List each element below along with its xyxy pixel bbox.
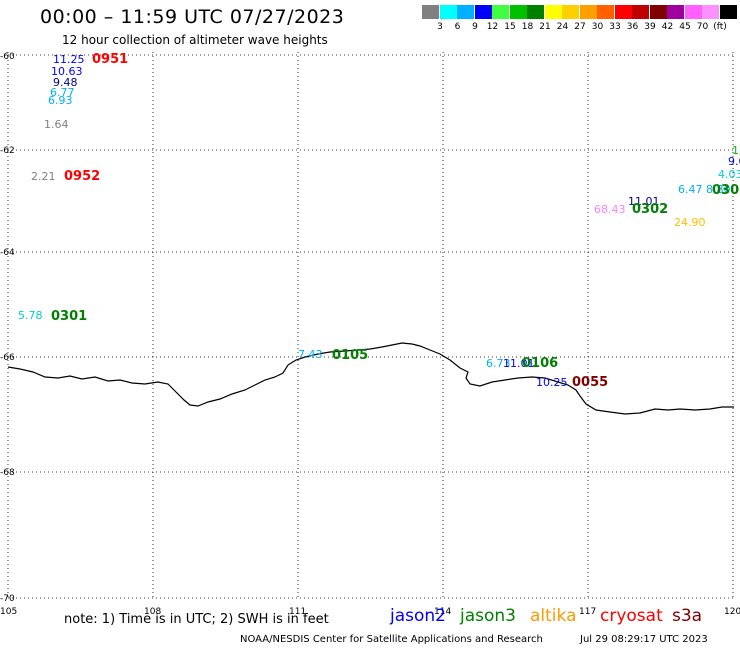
legend-swatch — [667, 5, 684, 19]
wave-height-value: 5.78 — [18, 309, 43, 322]
wave-height-value: 6.93 — [48, 94, 73, 107]
wave-height-value: 8.80 — [706, 183, 731, 196]
legend-label: 39 — [644, 22, 656, 32]
legend-swatch — [457, 5, 474, 19]
satellite-pass-times: 0951 0952 0301 0105 0106 0055 0302 030 — [51, 52, 739, 390]
legend-swatch — [684, 5, 702, 19]
map-title: 00:00 – 11:59 UTC 07/27/2023 — [40, 6, 345, 28]
legend-label: 9 — [472, 22, 478, 32]
legend-swatch — [422, 5, 439, 19]
x-tick-label: 105 — [0, 607, 17, 617]
antarctic-coastline — [7, 342, 734, 415]
satellite-key-s3a: s3a — [672, 606, 703, 626]
satellite-key-cryosat: cryosat — [600, 606, 663, 626]
wave-height-value: 11.01 — [503, 357, 535, 370]
x-tick-label: 114 — [434, 607, 451, 617]
generated-timestamp: Jul 29 08:29:17 UTC 2023 — [580, 634, 708, 645]
legend-label: 33 — [609, 22, 621, 32]
x-tick-label: 117 — [579, 607, 596, 617]
pass-time-label: 0952 — [64, 169, 100, 184]
pass-time-label: 030 — [712, 183, 739, 198]
y-tick-label: -68 — [0, 468, 15, 478]
pass-time-label: 0106 — [522, 356, 558, 371]
wave-height-value: 15 — [732, 144, 740, 157]
pass-time-label: 0301 — [51, 309, 87, 324]
legend-label: 15 — [504, 22, 516, 32]
satellite-key-jason3: jason3 — [460, 606, 516, 626]
y-tick-label: -60 — [0, 52, 15, 62]
x-tick-label: 108 — [144, 607, 161, 617]
legend-swatch — [597, 5, 614, 19]
legend-swatch — [562, 5, 579, 19]
legend-swatch — [492, 5, 509, 19]
wave-height-value: 6.73 — [486, 357, 511, 370]
lat-lon-grid: 105 108 111 114 117 120 -60 -62 -64 -66 -68 -70 — [0, 52, 740, 617]
pass-time-label: 0951 — [92, 52, 128, 67]
x-tick-label: 111 — [289, 607, 306, 617]
wave-height-value: 10.25 — [536, 376, 568, 389]
legend-swatch — [632, 5, 649, 19]
x-tick-label: 120 — [724, 607, 740, 617]
y-tick-label: -62 — [0, 146, 15, 156]
wave-height-value: 7.43 — [298, 348, 323, 361]
wave-height-value: 9.0 — [728, 155, 740, 168]
wave-height-value: 1.64 — [44, 118, 69, 131]
legend-label: 6 — [454, 22, 461, 32]
footer-note: note: 1) Time is in UTC; 2) SWH is in fe… — [64, 612, 329, 627]
legend-label: 21 — [539, 22, 551, 32]
legend-label: 70 — [696, 22, 709, 32]
wave-height-value: 24.90 — [674, 216, 706, 229]
y-tick-label: -66 — [0, 353, 15, 363]
legend-swatch — [544, 5, 562, 19]
pass-time-label: 0105 — [332, 348, 368, 363]
wave-height-value: 9.48 — [53, 76, 78, 89]
legend-label: 42 — [661, 22, 674, 32]
wave-height-value: 11.01 — [628, 195, 660, 208]
y-tick-label: -70 — [0, 594, 15, 604]
pass-time-label: 0055 — [572, 375, 608, 390]
legend-label: 36 — [626, 22, 639, 32]
legend-swatch — [719, 5, 737, 19]
legend-swatch — [702, 5, 719, 19]
legend-swatch — [527, 5, 544, 19]
legend-label: 3 — [437, 22, 443, 32]
legend-label: 18 — [521, 22, 534, 32]
legend-label: 30 — [591, 22, 604, 32]
wave-height-value: 4.03 — [718, 168, 740, 181]
wave-height-value: 68.43 — [594, 203, 626, 216]
wave-height-value: 2.21 — [31, 170, 56, 183]
legend-label: (ft) — [713, 22, 727, 32]
wave-height-value: 6.77 — [50, 86, 75, 99]
map-subtitle: 12 hour collection of altimeter wave hei… — [62, 33, 328, 47]
legend-label: 45 — [679, 22, 691, 32]
y-tick-label: -64 — [0, 248, 15, 258]
legend-swatch — [649, 5, 667, 19]
wave-height-value: 10.63 — [51, 65, 83, 78]
credit-line: NOAA/NESDIS Center for Satellite Applica… — [240, 634, 543, 645]
legend-label: 27 — [574, 22, 586, 32]
legend-swatch — [509, 5, 527, 19]
legend-label: 12 — [486, 22, 499, 32]
legend-swatch — [439, 5, 457, 19]
wave-height-value: 11.25 — [53, 53, 85, 66]
satellite-key-altika: altika — [530, 606, 577, 626]
pass-time-label: 0302 — [632, 202, 668, 217]
legend-swatch — [614, 5, 632, 19]
wave-height-value: 6.47 — [678, 183, 703, 196]
legend-label: 24 — [556, 22, 569, 32]
legend-swatch — [474, 5, 492, 19]
satellite-key-jason2: jason2 — [390, 606, 446, 626]
legend-swatch — [579, 5, 597, 19]
